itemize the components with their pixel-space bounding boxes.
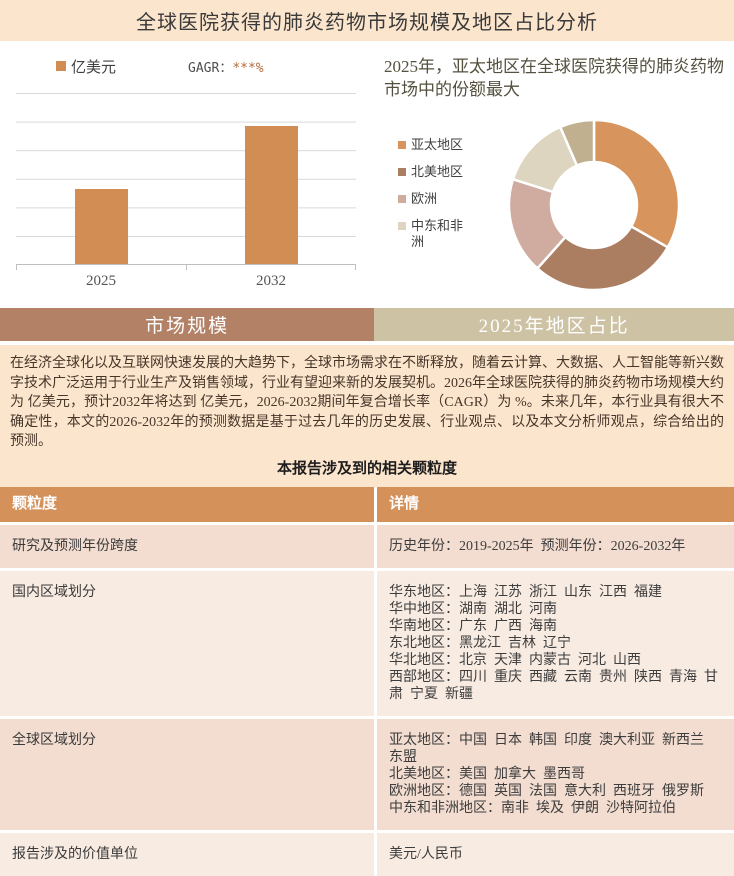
pie-legend-label: 亚太地区 — [411, 137, 464, 152]
detail-line: 欧洲地区：德国 英国 法国 意大利 西班牙 俄罗斯 — [389, 783, 704, 799]
page-title: 全球医院获得的肺炎药物市场规模及地区占比分析 — [136, 12, 598, 34]
table-row-label-global-regions: 全球区域划分 — [0, 718, 374, 830]
cagr-annotation: GAGR：***% — [188, 57, 264, 76]
pie-chart-section: 2025年，亚太地区在全球医院获得的肺炎药物市场中的份额最大 亚太地区 北美地区… — [368, 41, 734, 305]
detail-line: 北美地区：美国 加拿大 墨西哥 — [389, 766, 585, 782]
donut-chart — [506, 117, 682, 298]
intro-paragraph: 在经济全球化以及互联网快速发展的大趋势下，全球市场需求在不断释放，随着云计算、大… — [10, 356, 724, 449]
donut-svg — [507, 118, 681, 292]
table-row-label-value-unit: 报告涉及的价值单位 — [0, 832, 374, 876]
bar-series-label: 亿美元 — [71, 59, 117, 76]
detail-line: 华南地区：广东 广西 海南 — [389, 618, 557, 634]
pie-chart-title: 2025年，亚太地区在全球医院获得的肺炎药物市场中的份额最大 — [384, 57, 724, 99]
table-header-detail: 详情 — [377, 486, 734, 522]
granularity-table: 颗粒度 详情 研究及预测年份跨度 历史年份：2019-2025年 预测年份：20… — [0, 486, 734, 876]
detail-line: 华东地区：上海 江苏 浙江 山东 江西 福建 — [389, 584, 662, 600]
bar-chart-section: 亿美元 GAGR：***% 2025 2032 — [0, 41, 368, 305]
bar-chart-legend: 亿美元 GAGR：***% — [56, 55, 356, 77]
granularity-heading: 本报告涉及到的相关颗粒度 — [276, 460, 457, 477]
intro-block: 在经济全球化以及互联网快速发展的大趋势下，全球市场需求在不断释放，随着云计算、大… — [0, 345, 734, 487]
pie-legend-item: 亚太地区 — [398, 137, 474, 153]
pie-legend-label: 欧洲 — [411, 191, 438, 206]
tab-market-size[interactable]: 市场规模 — [0, 308, 375, 341]
legend-swatch-icon — [398, 168, 406, 176]
legend-swatch-icon — [398, 141, 406, 149]
bar-slot-2025 — [16, 93, 186, 264]
detail-line: 历史年份：2019-2025年 预测年份：2026-2032年 — [389, 538, 686, 554]
table-row-detail-value-unit: 美元/人民币 — [377, 832, 734, 876]
detail-line: 华中地区：湖南 湖北 河南 — [389, 601, 557, 617]
pie-chart-body: 亚太地区 北美地区 欧洲 中东和非洲 — [384, 115, 724, 298]
x-label-2032: 2032 — [256, 273, 286, 289]
table-row-label-domestic-regions: 国内区域划分 — [0, 570, 374, 716]
bar-2032 — [244, 125, 298, 264]
charts-row: 亿美元 GAGR：***% 2025 2032 2025年，亚太地区在全球医院获… — [0, 41, 734, 305]
donut-slice — [558, 118, 596, 167]
detail-line: 东北地区：黑龙江 吉林 辽宁 — [389, 635, 571, 651]
table-header-granularity: 颗粒度 — [0, 486, 374, 522]
legend-swatch-icon — [398, 222, 406, 230]
table-row-detail-global-regions: 亚太地区：中国 日本 韩国 印度 澳大利亚 新西兰 东盟 北美地区：美国 加拿大… — [377, 718, 734, 830]
bar-slots — [16, 93, 356, 264]
cagr-masked-value: ***% — [232, 60, 264, 76]
donut-slice — [592, 118, 681, 249]
bar-slot-2032 — [186, 93, 356, 264]
pie-legend-item: 中东和非洲 — [398, 218, 474, 250]
table-row-detail-years: 历史年份：2019-2025年 预测年份：2026-2032年 — [377, 524, 734, 568]
axis-tick — [16, 264, 17, 270]
donut-slice — [536, 225, 669, 292]
bar-chart-plot-area — [16, 93, 356, 270]
tab-region-share[interactable]: 2025年地区占比 — [374, 308, 734, 341]
bar-series-swatch-icon — [56, 61, 66, 71]
cagr-prefix: GAGR： — [188, 60, 233, 76]
table-row-label-years: 研究及预测年份跨度 — [0, 524, 374, 568]
title-banner: 全球医院获得的肺炎药物市场规模及地区占比分析 — [0, 0, 734, 41]
pie-legend-label: 北美地区 — [411, 164, 464, 179]
section-tab-bar: 市场规模 2025年地区占比 — [0, 308, 734, 341]
axis-tick — [355, 264, 356, 270]
x-label-2025: 2025 — [86, 273, 116, 289]
pie-legend-label: 中东和非洲 — [411, 218, 464, 249]
bar-2025 — [74, 188, 128, 264]
pie-legend-item: 北美地区 — [398, 164, 474, 180]
pie-legend: 亚太地区 北美地区 欧洲 中东和非洲 — [398, 137, 474, 298]
detail-line: 亚太地区：中国 日本 韩国 印度 澳大利亚 新西兰 东盟 — [389, 732, 711, 765]
detail-line: 西部地区：四川 重庆 西藏 云南 贵州 陕西 青海 甘肃 宁夏 新疆 — [389, 669, 718, 702]
detail-line: 中东和非洲地区：南非 埃及 伊朗 沙特阿拉伯 — [389, 800, 676, 816]
pie-legend-item: 欧洲 — [398, 191, 474, 207]
detail-line: 华北地区：北京 天津 内蒙古 河北 山西 — [389, 652, 641, 668]
legend-swatch-icon — [398, 195, 406, 203]
detail-line: 美元/人民币 — [389, 846, 463, 862]
table-row-detail-domestic-regions: 华东地区：上海 江苏 浙江 山东 江西 福建 华中地区：湖南 湖北 河南 华南地… — [377, 570, 734, 716]
axis-tick — [186, 264, 187, 270]
bar-x-axis-labels: 2025 2032 — [16, 273, 356, 290]
